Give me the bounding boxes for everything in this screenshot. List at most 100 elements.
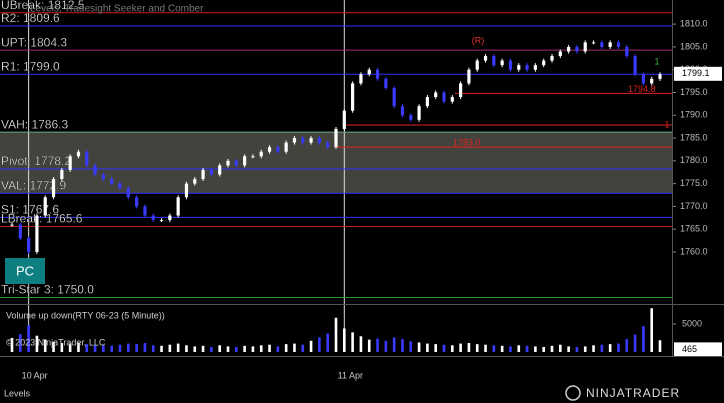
candle bbox=[583, 42, 587, 52]
level-label: Pivot: 1778.2 bbox=[1, 154, 71, 168]
volume-bar bbox=[542, 346, 545, 352]
candle bbox=[201, 169, 205, 180]
y-tick-label: 1780.0 bbox=[680, 155, 708, 165]
candle bbox=[483, 56, 488, 61]
volume-bar bbox=[592, 345, 595, 352]
volume-title: Volume up down(RTY 06-23 (5 Minute)) bbox=[6, 310, 165, 320]
last-volume-box bbox=[674, 342, 722, 357]
volume-bar bbox=[210, 346, 213, 352]
candle bbox=[68, 156, 72, 170]
candle bbox=[226, 160, 230, 166]
candle bbox=[143, 206, 147, 216]
volume-bar bbox=[434, 344, 437, 352]
volume-bar bbox=[334, 317, 338, 352]
candle bbox=[591, 42, 596, 44]
y-tick-label: 1785.0 bbox=[680, 132, 708, 142]
volume-bar bbox=[235, 346, 238, 352]
y-tick-label: 1810.0 bbox=[680, 19, 708, 29]
level-label: VAL: 1772.9 bbox=[1, 178, 66, 192]
candle bbox=[409, 115, 413, 120]
volume-bar bbox=[309, 340, 313, 352]
candle bbox=[367, 69, 371, 75]
candle bbox=[641, 74, 645, 84]
candle bbox=[533, 65, 537, 70]
candle bbox=[176, 197, 180, 216]
volume-bar bbox=[293, 343, 296, 352]
candle bbox=[301, 138, 305, 143]
candle bbox=[326, 142, 330, 148]
volume-bar bbox=[351, 332, 354, 352]
candle bbox=[558, 51, 562, 57]
panel-label: Levels bbox=[4, 388, 31, 398]
x-tick-label: 11 Apr bbox=[338, 370, 363, 380]
candle bbox=[508, 60, 513, 70]
target-label: 1783.0 bbox=[453, 138, 481, 148]
volume-bar bbox=[19, 334, 22, 352]
volume-bar bbox=[326, 333, 329, 352]
volume-bar bbox=[583, 346, 587, 352]
candle bbox=[459, 83, 463, 98]
annotation: 1 bbox=[664, 119, 669, 129]
candle bbox=[218, 165, 222, 175]
candle bbox=[292, 138, 297, 143]
candle bbox=[276, 147, 280, 152]
volume-bar bbox=[650, 308, 653, 352]
candle bbox=[500, 60, 504, 66]
volume-bar bbox=[243, 345, 246, 352]
candle bbox=[375, 69, 380, 79]
candle bbox=[525, 65, 529, 70]
candle bbox=[342, 110, 346, 129]
candle bbox=[334, 128, 338, 148]
volume-bar bbox=[575, 346, 579, 352]
y-tick-label: 1760.0 bbox=[680, 246, 708, 256]
candle bbox=[76, 151, 81, 157]
candle bbox=[567, 46, 571, 52]
volume-bar bbox=[459, 343, 462, 352]
candle bbox=[135, 197, 139, 207]
volume-bar bbox=[376, 338, 379, 352]
volume-bar bbox=[401, 339, 404, 352]
volume-bar bbox=[608, 344, 612, 352]
y-tick-label: 1790.0 bbox=[680, 110, 708, 120]
last-price: 1799.1 bbox=[682, 68, 710, 78]
volume-bar bbox=[658, 340, 662, 352]
candle bbox=[658, 74, 662, 79]
level-label: R2: 1809.6 bbox=[1, 11, 60, 25]
volume-bar bbox=[118, 344, 122, 352]
volume-bar bbox=[451, 345, 454, 352]
volume-bar bbox=[68, 343, 72, 352]
volume-bar bbox=[359, 336, 363, 352]
candle bbox=[467, 69, 471, 84]
volume-bar bbox=[60, 343, 64, 352]
candle bbox=[168, 215, 172, 221]
candle bbox=[93, 165, 97, 175]
volume-bar bbox=[143, 343, 147, 352]
volume-bar bbox=[10, 337, 14, 352]
candle bbox=[359, 74, 363, 84]
volume-bar bbox=[43, 339, 47, 352]
candle bbox=[392, 87, 396, 107]
volume-bar bbox=[492, 345, 496, 352]
candle bbox=[450, 97, 454, 102]
volume-bar bbox=[151, 345, 155, 352]
candle bbox=[101, 174, 105, 180]
candle bbox=[126, 188, 130, 198]
volume-bar bbox=[251, 346, 255, 352]
chart-title: Levels, Tradesight Seeker and Comber bbox=[30, 4, 204, 15]
volume-bar bbox=[642, 326, 645, 352]
volume-bar bbox=[475, 344, 479, 352]
volume-bar bbox=[633, 334, 637, 352]
candle bbox=[184, 183, 189, 198]
volume-bar bbox=[35, 335, 39, 352]
candle bbox=[317, 138, 321, 143]
volume-bar bbox=[259, 345, 263, 352]
volume-bar bbox=[517, 345, 521, 352]
annotation: (R) bbox=[472, 35, 485, 45]
candle bbox=[151, 215, 155, 221]
candle bbox=[10, 224, 14, 226]
volume-bar bbox=[384, 340, 388, 352]
candle bbox=[550, 56, 554, 61]
level-label: UPT: 1804.3 bbox=[1, 35, 67, 49]
volume-bar bbox=[218, 345, 221, 352]
volume-bar bbox=[85, 344, 89, 352]
